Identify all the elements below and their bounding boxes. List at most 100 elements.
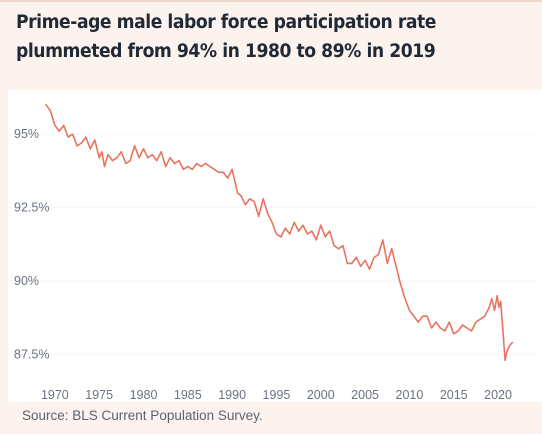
data-point — [498, 306, 500, 309]
data-point — [173, 162, 176, 165]
data-point — [364, 259, 366, 262]
chart-title: Prime-age male labor force participation… — [16, 12, 436, 62]
data-point — [227, 177, 229, 179]
data-point — [284, 227, 286, 229]
data-point — [196, 162, 198, 165]
data-point — [435, 321, 437, 323]
data-point — [404, 297, 406, 300]
data-point — [439, 327, 442, 329]
data-point — [234, 180, 236, 182]
data-point — [453, 333, 455, 335]
data-point — [240, 195, 242, 197]
data-point — [191, 168, 193, 171]
top-rule — [0, 0, 542, 2]
data-point — [386, 262, 388, 264]
x-tick-label: 2015 — [440, 388, 468, 402]
y-tick-label: 87.5% — [14, 347, 49, 361]
data-point — [178, 159, 180, 162]
data-point — [58, 130, 60, 132]
x-tick-label: 1970 — [41, 388, 69, 402]
data-point — [236, 192, 239, 194]
data-point — [156, 159, 158, 162]
data-point — [89, 148, 91, 150]
data-point — [249, 198, 251, 200]
data-point — [271, 221, 273, 223]
data-point — [107, 154, 109, 156]
data-point — [500, 300, 502, 303]
data-point — [258, 215, 260, 217]
source-note: Source: BLS Current Population Survey. — [22, 408, 263, 423]
data-point — [302, 224, 304, 226]
data-point — [120, 151, 122, 153]
data-point — [54, 124, 56, 126]
data-point — [253, 201, 255, 203]
data-point — [275, 233, 278, 235]
data-point — [504, 359, 506, 361]
data-point — [320, 224, 322, 226]
data-point — [147, 157, 149, 159]
data-point — [98, 157, 100, 159]
y-tick-label: 90% — [14, 274, 39, 288]
data-point — [213, 168, 216, 171]
data-point — [94, 139, 96, 141]
data-point — [63, 124, 65, 126]
data-point — [511, 342, 513, 344]
data-point — [506, 350, 508, 353]
data-point — [187, 165, 189, 168]
data-point — [151, 154, 153, 156]
data-point — [466, 327, 468, 329]
data-point — [209, 165, 211, 168]
x-tick-label: 1990 — [218, 388, 246, 402]
x-tick-label: 1985 — [174, 388, 202, 402]
data-point — [373, 256, 375, 259]
data-point — [417, 321, 419, 323]
data-point — [67, 136, 69, 138]
data-point — [231, 168, 233, 171]
data-point — [125, 162, 127, 165]
data-point — [329, 230, 331, 232]
data-point — [80, 142, 83, 144]
series-line — [45, 104, 514, 362]
data-point — [165, 165, 167, 168]
data-point — [306, 233, 309, 235]
x-tick-label: 1995 — [263, 388, 291, 402]
data-point — [399, 283, 402, 285]
data-point — [413, 315, 415, 317]
data-point — [382, 239, 384, 241]
data-point — [457, 330, 459, 332]
data-point — [293, 221, 295, 223]
data-point — [337, 248, 340, 250]
data-point — [200, 165, 202, 168]
data-point — [346, 262, 348, 264]
data-point — [289, 233, 291, 235]
x-tick-label: 2010 — [396, 388, 424, 402]
data-point — [508, 344, 511, 347]
data-point — [298, 230, 300, 232]
data-point — [218, 171, 220, 173]
data-point — [488, 306, 490, 309]
x-tick-label: 2005 — [351, 388, 379, 402]
data-point — [408, 309, 411, 311]
data-point — [49, 110, 52, 112]
data-point — [461, 324, 464, 326]
data-point — [169, 157, 171, 159]
data-point — [448, 321, 450, 323]
data-point — [351, 262, 353, 264]
data-point — [470, 330, 473, 332]
data-point — [266, 212, 269, 215]
data-point — [244, 204, 247, 206]
x-tick-label: 1975 — [85, 388, 113, 402]
data-point — [333, 245, 335, 247]
x-tick-label: 2000 — [307, 388, 335, 402]
data-point — [315, 239, 317, 241]
data-point — [311, 230, 313, 232]
data-point — [204, 162, 207, 165]
data-point — [101, 151, 103, 153]
data-point — [422, 315, 424, 317]
data-point — [501, 324, 504, 326]
data-point — [160, 151, 162, 153]
data-point — [182, 168, 184, 171]
y-tick-label: 92.5% — [14, 201, 49, 215]
